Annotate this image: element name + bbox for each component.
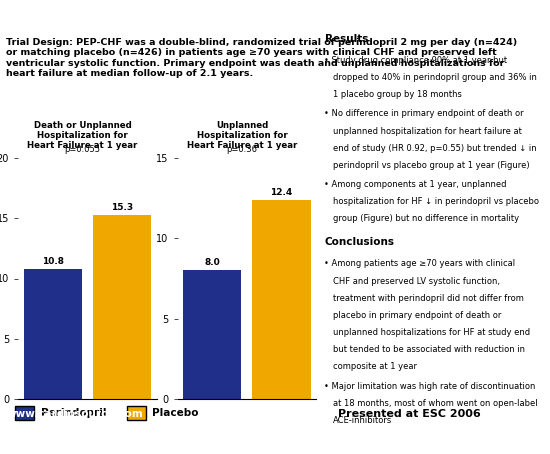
Text: • Study drug compliance 90% at 1 year but: • Study drug compliance 90% at 1 year bu…	[324, 56, 508, 65]
Bar	[24, 269, 82, 399]
Bar	[183, 271, 241, 399]
Text: www.medscape.com: www.medscape.com	[214, 8, 336, 20]
Text: ACE-inhibitors: ACE-inhibitors	[333, 416, 393, 425]
Text: dropped to 40% in perindopril group and 36% in: dropped to 40% in perindopril group and …	[333, 73, 537, 82]
Text: p=0.055: p=0.055	[64, 145, 101, 154]
Text: unplanned hospitalization for heart failure at: unplanned hospitalization for heart fail…	[333, 127, 522, 136]
Text: perindopril vs placebo group at 1 year (Figure): perindopril vs placebo group at 1 year (…	[333, 161, 530, 170]
Text: • Among components at 1 year, unplanned: • Among components at 1 year, unplanned	[324, 180, 507, 189]
Text: Results: Results	[324, 34, 368, 44]
Text: www.cardiosource.com: www.cardiosource.com	[7, 409, 144, 419]
Text: Death or Unplanned
Hospitalization for
Heart Failure at 1 year: Death or Unplanned Hospitalization for H…	[28, 121, 138, 150]
Text: treatment with perindopril did not differ from: treatment with perindopril did not diffe…	[333, 294, 524, 303]
Text: Trial Design: PEP-CHF was a double-blind, randomized trial of perindopril 2 mg p: Trial Design: PEP-CHF was a double-blind…	[6, 38, 517, 78]
Text: unplanned hospitalizations for HF at study end: unplanned hospitalizations for HF at stu…	[333, 328, 530, 337]
Text: at 18 months, most of whom went on open-label: at 18 months, most of whom went on open-…	[333, 399, 538, 408]
FancyBboxPatch shape	[126, 406, 146, 420]
Text: Source: Cardiosource © 2006 by the American College of Cardiology Foundation: Source: Cardiosource © 2006 by the Ameri…	[106, 439, 444, 448]
Text: Medscape®: Medscape®	[11, 8, 89, 20]
Text: composite at 1 year: composite at 1 year	[333, 362, 417, 371]
Text: Perindopril: Perindopril	[41, 408, 106, 418]
Bar	[252, 200, 311, 399]
Text: 10.8: 10.8	[42, 257, 64, 266]
FancyBboxPatch shape	[15, 406, 34, 420]
Text: Presented at ESC 2006: Presented at ESC 2006	[338, 409, 481, 419]
Bar	[93, 215, 151, 399]
Text: • Among patients age ≥70 years with clinical: • Among patients age ≥70 years with clin…	[324, 259, 516, 268]
Text: 12.4: 12.4	[271, 188, 293, 197]
Text: Conclusions: Conclusions	[324, 237, 394, 247]
Text: end of study (HR 0.92, p=0.55) but trended ↓ in: end of study (HR 0.92, p=0.55) but trend…	[333, 144, 537, 153]
Text: Unplanned
Hospitalization for
Heart Failure at 1 year: Unplanned Hospitalization for Heart Fail…	[187, 121, 297, 150]
Text: • Major limitation was high rate of discontinuation: • Major limitation was high rate of disc…	[324, 381, 536, 390]
Text: 1 placebo group by 18 months: 1 placebo group by 18 months	[333, 90, 462, 99]
Text: CHF and preserved LV systolic function,: CHF and preserved LV systolic function,	[333, 276, 500, 286]
Text: but tended to be associated with reduction in: but tended to be associated with reducti…	[333, 345, 525, 354]
Text: 15.3: 15.3	[111, 202, 133, 212]
Text: placebo in primary endpoint of death or: placebo in primary endpoint of death or	[333, 311, 502, 320]
Text: • No difference in primary endpoint of death or: • No difference in primary endpoint of d…	[324, 109, 524, 118]
Text: Placebo: Placebo	[152, 408, 199, 418]
Text: p=0.36: p=0.36	[227, 145, 257, 154]
Text: group (Figure) but no difference in mortality: group (Figure) but no difference in mort…	[333, 214, 519, 223]
Text: 8.0: 8.0	[205, 258, 220, 267]
Text: hospitalization for HF ↓ in perindopril vs placebo: hospitalization for HF ↓ in perindopril …	[333, 197, 540, 206]
